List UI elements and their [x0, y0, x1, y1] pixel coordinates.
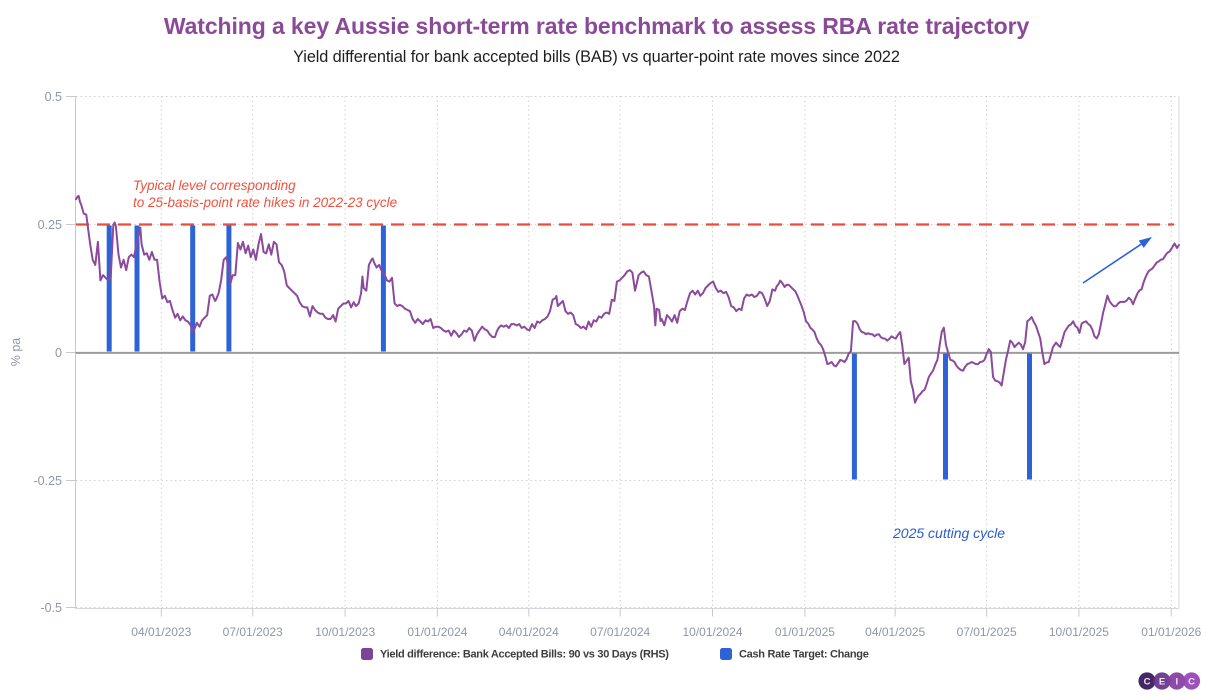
svg-text:04/01/2025: 04/01/2025: [865, 625, 925, 639]
svg-text:04/01/2024: 04/01/2024: [499, 625, 559, 639]
svg-text:10/01/2025: 10/01/2025: [1049, 625, 1109, 639]
svg-text:10/01/2024: 10/01/2024: [682, 625, 742, 639]
svg-text:04/01/2023: 04/01/2023: [131, 625, 191, 639]
svg-text:01/01/2024: 01/01/2024: [407, 625, 467, 639]
svg-text:10/01/2023: 10/01/2023: [315, 625, 375, 639]
svg-text:E: E: [1159, 677, 1165, 688]
svg-text:% pa: % pa: [9, 338, 23, 367]
svg-text:C: C: [1188, 677, 1195, 688]
svg-text:C: C: [1144, 677, 1151, 688]
svg-text:0.25: 0.25: [38, 218, 62, 232]
svg-text:0.5: 0.5: [45, 90, 62, 104]
svg-text:-0.5: -0.5: [40, 601, 62, 615]
svg-text:07/01/2025: 07/01/2025: [957, 625, 1017, 639]
svg-text:07/01/2023: 07/01/2023: [223, 625, 283, 639]
svg-text:-0.25: -0.25: [34, 474, 63, 488]
svg-text:01/01/2025: 01/01/2025: [775, 625, 835, 639]
svg-text:01/01/2026: 01/01/2026: [1141, 625, 1201, 639]
svg-text:I: I: [1175, 677, 1178, 688]
svg-text:07/01/2024: 07/01/2024: [590, 625, 650, 639]
svg-text:0: 0: [55, 346, 62, 360]
